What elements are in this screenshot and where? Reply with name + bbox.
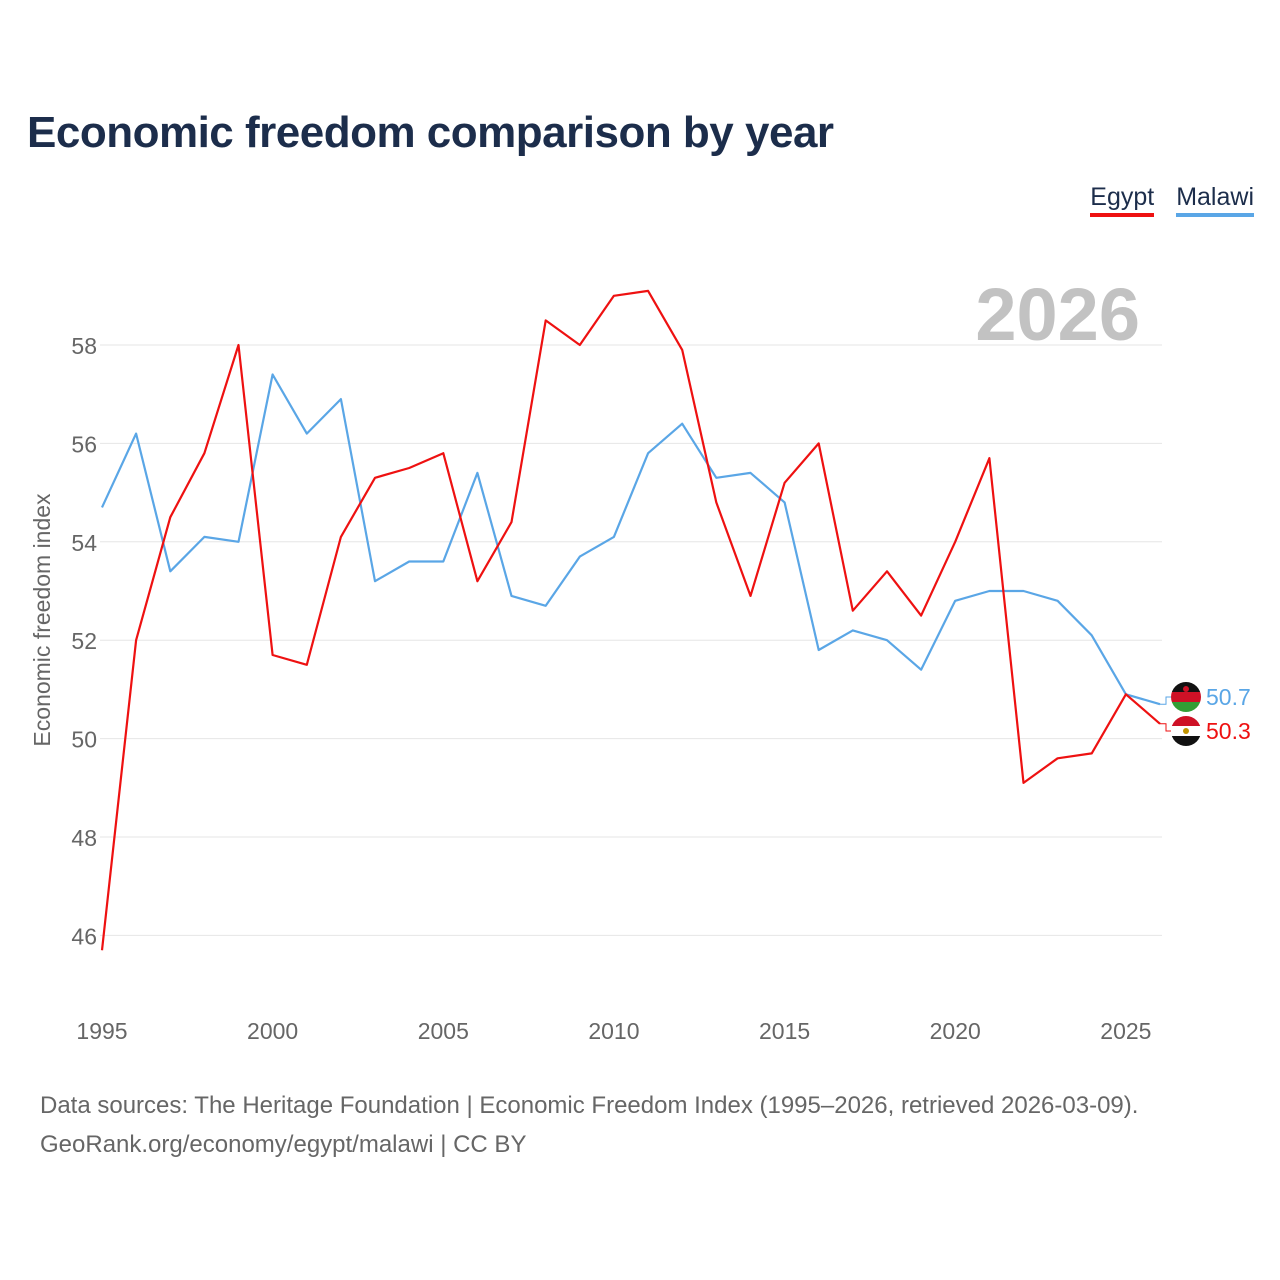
y-tick-label: 58 xyxy=(71,333,97,359)
egypt-flag-icon xyxy=(1171,716,1201,746)
x-tick-label: 2020 xyxy=(930,1018,981,1044)
malawi-flag-icon xyxy=(1171,682,1201,712)
y-tick-label: 56 xyxy=(71,431,97,457)
end-value-label-malawi: 50.7 xyxy=(1206,684,1251,710)
end-connector-egypt xyxy=(1160,723,1171,732)
x-axis-ticks: 1995 2000 2005 2010 2015 2020 2025 xyxy=(76,1018,1151,1044)
chart-title: Economic freedom comparison by year xyxy=(27,108,834,157)
y-tick-label: 54 xyxy=(71,530,97,556)
series-line-malawi[interactable] xyxy=(101,373,1161,706)
x-tick-label: 2000 xyxy=(247,1018,298,1044)
year-watermark: 2026 xyxy=(975,273,1140,356)
end-value-label-egypt: 50.3 xyxy=(1206,718,1251,744)
grid-lines xyxy=(100,344,1162,936)
x-tick-label: 1995 xyxy=(76,1018,127,1044)
y-tick-label: 52 xyxy=(71,628,97,654)
source-line-2[interactable]: GeoRank.org/economy/egypt/malawi | CC BY xyxy=(40,1131,527,1158)
series-lines xyxy=(100,289,1161,951)
x-tick-label: 2015 xyxy=(759,1018,810,1044)
end-connector-malawi xyxy=(1160,696,1171,705)
y-tick-label: 50 xyxy=(71,727,97,753)
y-tick-label: 46 xyxy=(71,923,97,949)
source-note: Data sources: The Heritage Foundation | … xyxy=(40,1086,1138,1164)
x-tick-label: 2025 xyxy=(1100,1018,1151,1044)
series-line-egypt[interactable] xyxy=(100,289,1161,951)
x-tick-label: 2010 xyxy=(588,1018,639,1044)
y-axis-ticks: 46 48 50 52 54 56 58 xyxy=(71,333,97,949)
y-axis-label: Economic freedom index xyxy=(29,493,55,747)
legend-item-malawi[interactable]: Malawi xyxy=(1176,183,1254,217)
y-tick-label: 48 xyxy=(71,825,97,851)
end-markers: 50.7 50.3 xyxy=(1160,682,1251,746)
legend-item-egypt[interactable]: Egypt xyxy=(1090,183,1155,217)
source-line-1: Data sources: The Heritage Foundation | … xyxy=(40,1092,1139,1119)
x-tick-label: 2005 xyxy=(418,1018,469,1044)
legend: Egypt Malawi xyxy=(1090,183,1254,217)
